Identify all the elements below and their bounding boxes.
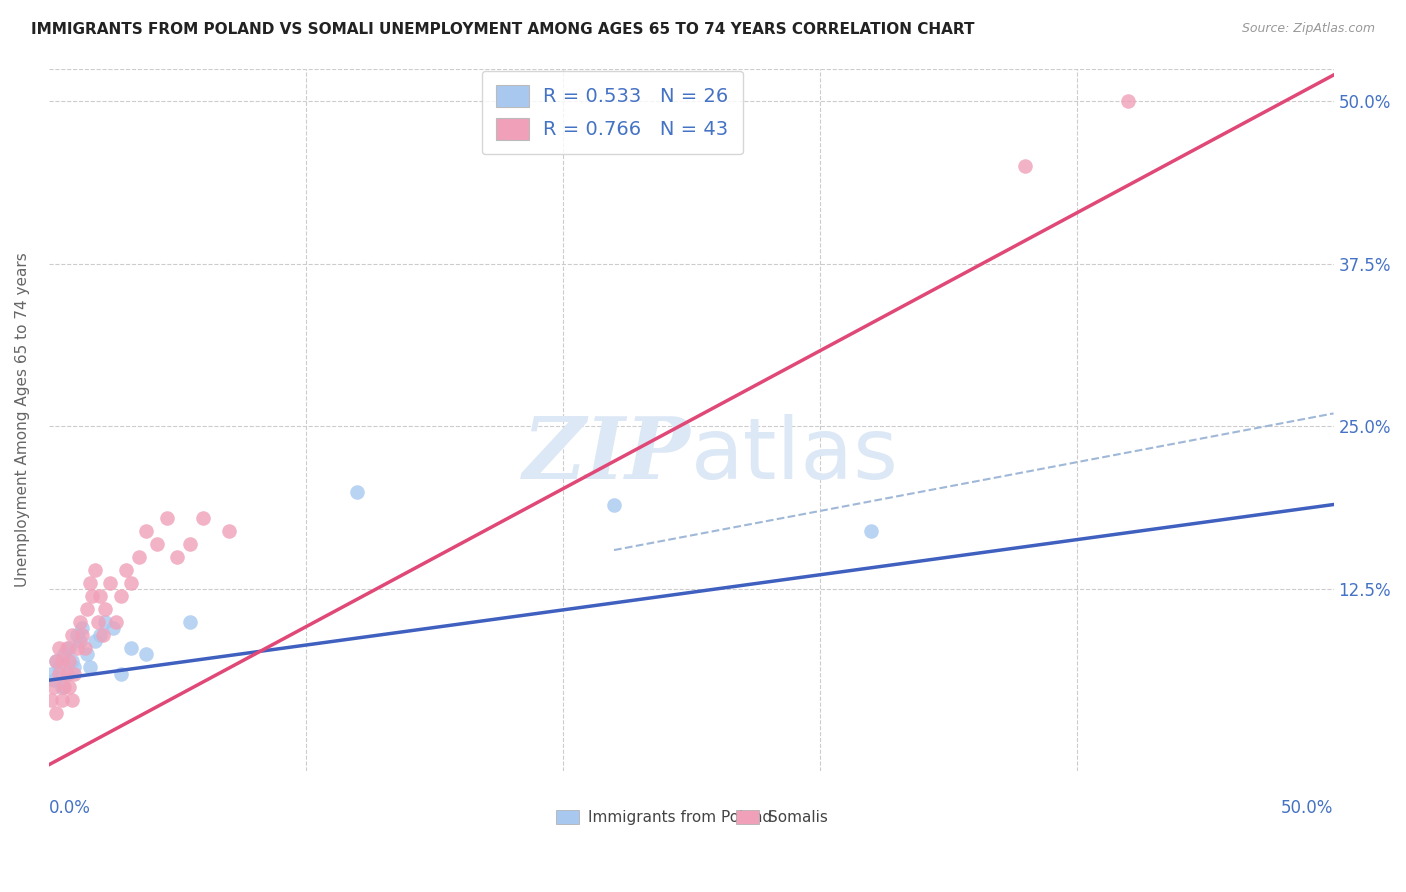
Point — [128, 549, 150, 564]
Point — [41, 692, 63, 706]
Point — [48, 660, 70, 674]
Text: Source: ZipAtlas.com: Source: ZipAtlas.com — [1241, 22, 1375, 36]
Text: 0.0%: 0.0% — [49, 799, 90, 817]
Point — [42, 680, 65, 694]
Point — [94, 601, 117, 615]
Point — [84, 563, 107, 577]
Text: Somalis: Somalis — [768, 810, 828, 824]
Point — [69, 634, 91, 648]
Text: Immigrants from Poland: Immigrants from Poland — [588, 810, 772, 824]
Point — [603, 498, 626, 512]
FancyBboxPatch shape — [557, 810, 579, 824]
Point — [51, 692, 73, 706]
Point — [86, 615, 108, 629]
Point — [70, 621, 93, 635]
Point — [859, 524, 882, 538]
Point — [42, 673, 65, 688]
Point — [94, 615, 117, 629]
Point — [110, 666, 132, 681]
Point — [45, 706, 67, 720]
Point — [58, 654, 80, 668]
Point — [76, 601, 98, 615]
Point — [58, 680, 80, 694]
Point — [82, 589, 104, 603]
Point — [70, 628, 93, 642]
Text: IMMIGRANTS FROM POLAND VS SOMALI UNEMPLOYMENT AMONG AGES 65 TO 74 YEARS CORRELAT: IMMIGRANTS FROM POLAND VS SOMALI UNEMPLO… — [31, 22, 974, 37]
Point — [101, 621, 124, 635]
Point — [53, 647, 76, 661]
Point — [91, 628, 114, 642]
Point — [41, 666, 63, 681]
Point — [51, 680, 73, 694]
Point — [145, 536, 167, 550]
Text: atlas: atlas — [692, 414, 898, 497]
Point — [84, 634, 107, 648]
Point — [73, 640, 96, 655]
Point — [191, 510, 214, 524]
Text: 50.0%: 50.0% — [1281, 799, 1333, 817]
Point — [156, 510, 179, 524]
Y-axis label: Unemployment Among Ages 65 to 74 years: Unemployment Among Ages 65 to 74 years — [15, 252, 30, 587]
Point — [89, 628, 111, 642]
Point — [79, 660, 101, 674]
Point — [53, 680, 76, 694]
Point — [346, 484, 368, 499]
Point — [63, 666, 86, 681]
Point — [218, 524, 240, 538]
Point — [60, 654, 83, 668]
Point — [110, 589, 132, 603]
Point — [45, 654, 67, 668]
Point — [1116, 94, 1139, 108]
Point — [179, 536, 201, 550]
Point — [120, 640, 142, 655]
Point — [63, 660, 86, 674]
Point — [66, 628, 89, 642]
Point — [48, 666, 70, 681]
Legend: R = 0.533   N = 26, R = 0.766   N = 43: R = 0.533 N = 26, R = 0.766 N = 43 — [482, 70, 742, 154]
Point — [100, 575, 122, 590]
Point — [76, 647, 98, 661]
Point — [120, 575, 142, 590]
Point — [51, 654, 73, 668]
Point — [45, 654, 67, 668]
Point — [60, 628, 83, 642]
Text: ZIP: ZIP — [523, 413, 692, 497]
Point — [104, 615, 127, 629]
Point — [55, 666, 77, 681]
FancyBboxPatch shape — [737, 810, 759, 824]
Point — [166, 549, 188, 564]
Point — [79, 575, 101, 590]
Point — [58, 640, 80, 655]
Point — [48, 640, 70, 655]
Point — [55, 640, 77, 655]
Point — [69, 615, 91, 629]
Point — [135, 647, 157, 661]
Point — [55, 666, 77, 681]
Point — [1014, 159, 1036, 173]
Point — [60, 692, 83, 706]
Point — [114, 563, 136, 577]
Point — [135, 524, 157, 538]
Point — [179, 615, 201, 629]
Point — [89, 589, 111, 603]
Point — [66, 640, 89, 655]
